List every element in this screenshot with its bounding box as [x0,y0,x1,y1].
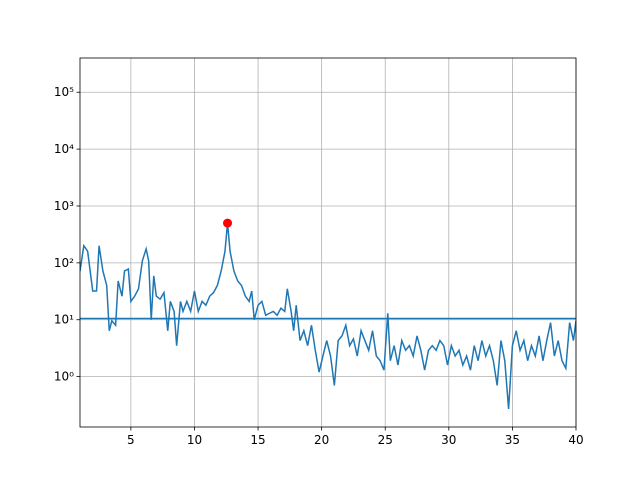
y-tick-label: 10¹ [54,313,74,327]
plot-background [80,58,576,427]
y-tick-label: 10⁵ [54,85,74,99]
y-tick-label: 10⁰ [54,370,74,384]
x-tick-label: 15 [250,433,265,447]
data-line [80,223,576,410]
x-tick-label: 40 [568,433,583,447]
peak-marker [223,218,233,228]
x-tick-label: 10 [187,433,202,447]
x-tick-label: 35 [505,433,520,447]
x-tick-label: 5 [127,433,135,447]
y-tick-label: 10² [54,256,74,270]
x-tick-label: 30 [441,433,456,447]
y-tick-label: 10⁴ [54,142,74,156]
x-tick-label: 20 [314,433,329,447]
axes-frame [79,57,577,428]
x-tick-label: 25 [378,433,393,447]
y-tick-label: 10³ [54,199,74,213]
